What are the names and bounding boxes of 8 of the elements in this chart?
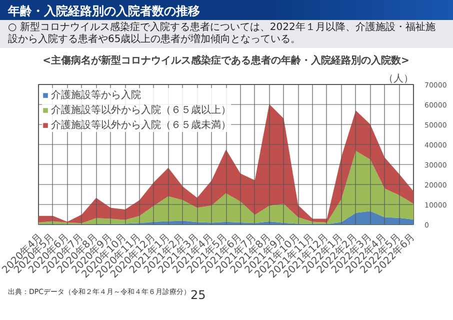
y-axis-title: （人） — [384, 74, 414, 84]
legend-label: 介護施設等以外から入院（６５歳以上） — [51, 104, 231, 117]
text: <主傷病名が新型コロナウイルス感染症である患者の年齢・入院経路別の入院数> — [42, 54, 410, 66]
legend-label: 介護施設等から入院 — [51, 88, 141, 102]
chart-title: 年齢・入院経路別の入院者数の推移 — [8, 3, 200, 20]
text: 25 — [190, 287, 206, 304]
chart-subtitle: ○ 新型コロナウイルス感染症で入院する患者については、2022年１月以降、介護施設・福祉施設から入院する患者や65歳以上の患者が増加傾向となっている。 — [8, 22, 436, 46]
legend-label: 介護施設等以外から入院（６５歳未満） — [51, 118, 231, 132]
